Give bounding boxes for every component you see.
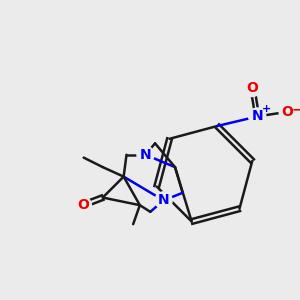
Circle shape [244,80,261,97]
Circle shape [279,103,296,120]
Text: +: + [262,104,272,114]
Text: O: O [77,198,89,212]
Text: N: N [251,110,263,124]
Text: N: N [158,194,170,207]
Text: N: N [140,148,151,162]
Text: −: − [291,103,300,117]
Circle shape [74,196,91,214]
Circle shape [155,192,172,209]
Circle shape [137,146,154,163]
Text: O: O [282,105,294,119]
Text: O: O [247,81,258,95]
Circle shape [249,108,266,125]
